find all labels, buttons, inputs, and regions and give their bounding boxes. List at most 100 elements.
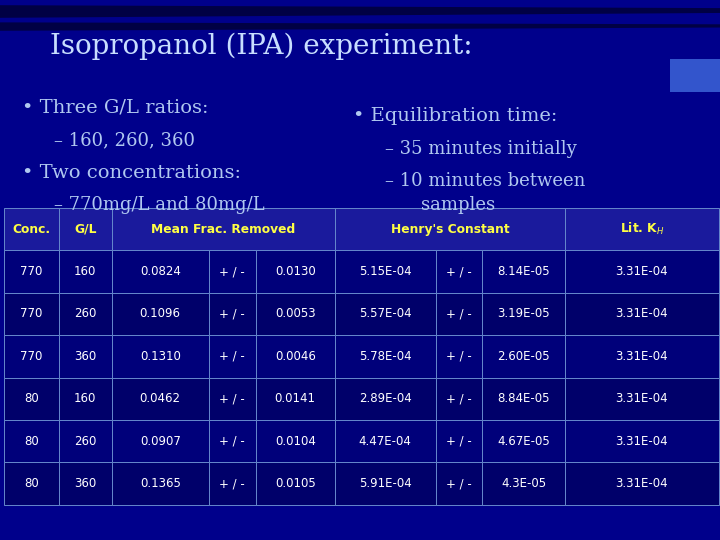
Bar	[565, 377, 719, 420]
Text: • Two concentrations:: • Two concentrations:	[22, 164, 240, 182]
Bar	[436, 377, 482, 420]
Bar	[59, 462, 112, 505]
Bar	[482, 335, 565, 377]
Bar	[565, 462, 719, 505]
Bar	[209, 251, 256, 293]
Bar	[209, 462, 256, 505]
Bar	[670, 59, 720, 92]
Bar	[59, 377, 112, 420]
Text: 80: 80	[24, 393, 39, 406]
Text: 3.19E-05: 3.19E-05	[498, 307, 550, 320]
Text: 770: 770	[20, 307, 42, 320]
Polygon shape	[0, 22, 720, 31]
Text: 3.31E-04: 3.31E-04	[616, 393, 668, 406]
Text: 0.0104: 0.0104	[275, 435, 315, 448]
Bar	[4, 251, 59, 293]
Text: 260: 260	[74, 307, 96, 320]
Bar	[4, 335, 59, 377]
Text: 360: 360	[74, 477, 96, 490]
Text: 8.14E-05: 8.14E-05	[498, 265, 550, 278]
Bar	[482, 293, 565, 335]
Bar	[4, 420, 59, 462]
Text: 5.91E-04: 5.91E-04	[359, 477, 412, 490]
Bar	[482, 377, 565, 420]
Text: 4.67E-05: 4.67E-05	[498, 435, 550, 448]
Text: + / -: + / -	[220, 393, 245, 406]
Text: 770: 770	[20, 265, 42, 278]
Bar	[209, 377, 256, 420]
Text: – 160, 260, 360: – 160, 260, 360	[54, 131, 195, 150]
Text: 0.1310: 0.1310	[140, 350, 181, 363]
Text: 3.31E-04: 3.31E-04	[616, 435, 668, 448]
Bar	[59, 293, 112, 335]
Text: G/L: G/L	[74, 222, 96, 235]
Text: 0.0462: 0.0462	[140, 393, 181, 406]
Bar	[112, 208, 335, 251]
Bar	[256, 462, 335, 505]
Text: 0.0053: 0.0053	[275, 307, 315, 320]
Text: + / -: + / -	[446, 393, 472, 406]
Text: 260: 260	[74, 435, 96, 448]
Text: 3.31E-04: 3.31E-04	[616, 307, 668, 320]
Bar	[112, 335, 209, 377]
Bar	[335, 208, 565, 251]
Text: 3.31E-04: 3.31E-04	[616, 477, 668, 490]
Text: 5.57E-04: 5.57E-04	[359, 307, 412, 320]
Bar	[565, 293, 719, 335]
Bar	[256, 293, 335, 335]
Bar	[436, 420, 482, 462]
Bar	[59, 208, 112, 251]
Text: 2.60E-05: 2.60E-05	[498, 350, 550, 363]
Bar	[256, 335, 335, 377]
Text: 0.0130: 0.0130	[275, 265, 315, 278]
Polygon shape	[0, 5, 720, 18]
Text: 3.31E-04: 3.31E-04	[616, 265, 668, 278]
Bar	[4, 208, 59, 251]
Text: + / -: + / -	[220, 477, 245, 490]
Text: Lit. K$_H$: Lit. K$_H$	[620, 221, 664, 237]
Bar	[565, 208, 719, 251]
Text: + / -: + / -	[446, 477, 472, 490]
Bar	[112, 251, 209, 293]
Bar	[4, 462, 59, 505]
Bar	[112, 462, 209, 505]
Bar	[565, 420, 719, 462]
Bar	[256, 377, 335, 420]
Text: 160: 160	[74, 265, 96, 278]
Text: + / -: + / -	[220, 265, 245, 278]
Text: • Equilibration time:: • Equilibration time:	[353, 107, 557, 125]
Bar	[112, 293, 209, 335]
Bar	[670, 216, 720, 238]
Text: + / -: + / -	[220, 350, 245, 363]
Text: Isopropanol (IPA) experiment:: Isopropanol (IPA) experiment:	[50, 32, 473, 59]
Text: + / -: + / -	[446, 435, 472, 448]
Text: + / -: + / -	[220, 307, 245, 320]
Text: 0.0105: 0.0105	[275, 477, 315, 490]
Bar	[482, 420, 565, 462]
Text: 3.31E-04: 3.31E-04	[616, 350, 668, 363]
Text: 5.15E-04: 5.15E-04	[359, 265, 412, 278]
Text: + / -: + / -	[220, 435, 245, 448]
Text: 0.0046: 0.0046	[275, 350, 315, 363]
Bar	[59, 251, 112, 293]
Bar	[256, 420, 335, 462]
Text: 80: 80	[24, 477, 39, 490]
Text: 8.84E-05: 8.84E-05	[498, 393, 550, 406]
Text: – 35 minutes initially: – 35 minutes initially	[385, 139, 577, 158]
Text: • Three G/L ratios:: • Three G/L ratios:	[22, 99, 208, 117]
Text: + / -: + / -	[446, 265, 472, 278]
Bar	[482, 462, 565, 505]
Text: + / -: + / -	[446, 307, 472, 320]
Text: 0.1096: 0.1096	[140, 307, 181, 320]
Bar	[112, 377, 209, 420]
Bar	[436, 251, 482, 293]
Text: 0.0141: 0.0141	[275, 393, 315, 406]
Text: Mean Frac. Removed: Mean Frac. Removed	[151, 222, 295, 235]
Text: 80: 80	[24, 435, 39, 448]
Text: 770: 770	[20, 350, 42, 363]
Bar	[436, 335, 482, 377]
Bar	[59, 335, 112, 377]
Bar	[565, 251, 719, 293]
Bar	[335, 293, 436, 335]
Text: Henry's Constant: Henry's Constant	[391, 222, 509, 235]
